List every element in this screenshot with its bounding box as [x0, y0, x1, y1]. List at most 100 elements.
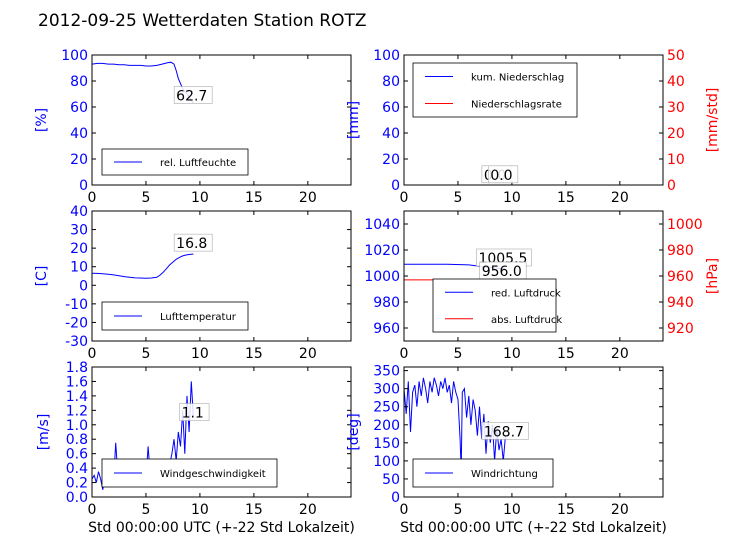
y-tick-label: 100 — [373, 48, 400, 64]
x-tick-label: 0 — [400, 346, 409, 362]
panel-precip: 0 5 10 15 20 0 20 40 60 80 100 0 10 20 30 40 50 [mm] [mm/s… — [346, 48, 721, 206]
y-tick-label: 0 — [79, 278, 88, 294]
y-tick-label: 40 — [70, 204, 88, 220]
y-tick-label: 250 — [373, 400, 400, 416]
y-tick-label: 20 — [70, 241, 88, 257]
x-tick-label: 0 — [400, 190, 409, 206]
y-tick-label: 960 — [373, 321, 400, 337]
plot-frame-humidity — [91, 54, 352, 186]
y-axis-label: [deg] — [346, 413, 362, 450]
data-label-box — [173, 233, 213, 252]
data-label-box — [173, 86, 213, 104]
y-tick-label: 1.4 — [66, 389, 88, 405]
y-tick-label: 80 — [382, 74, 400, 90]
x-tick-label: 5 — [141, 346, 150, 362]
y2-tick-label: 40 — [667, 74, 685, 90]
y2-axis-label: [hPa] — [705, 258, 721, 294]
legend-label: rel. Luftfeuchte — [160, 158, 236, 169]
panel-pressure: 0 5 10 15 20 960 980 1000 1020 1040 920 940 960 980 10… — [364, 210, 721, 362]
legend-winddir: Windrichtung — [412, 458, 554, 488]
y2-tick-label: 0 — [667, 178, 676, 194]
y-tick-label: 1020 — [364, 243, 400, 259]
y-axis-label: [C] — [34, 266, 50, 287]
plot-frame-temperature — [91, 210, 352, 342]
data-label-box — [179, 403, 210, 421]
data-label: 168.7 — [484, 424, 524, 440]
legend-label: red. Luftdruck — [491, 288, 561, 299]
x-tick-label: 10 — [191, 190, 209, 206]
y-tick-label: 100 — [373, 454, 400, 470]
x-tick-label: 10 — [191, 502, 209, 518]
y-tick-label: 30 — [70, 223, 88, 239]
y2-tick-label: 920 — [667, 321, 694, 337]
panel-humidity: 0 5 10 15 20 0 20 40 60 80 100 [%] 62.7 rel. Luftfeuc… — [34, 48, 352, 206]
y2-tick-label: 50 — [667, 48, 685, 64]
y2-tick-label: 10 — [667, 152, 685, 168]
y2-tick-label: 20 — [667, 126, 685, 142]
y2-tick-label: 980 — [667, 243, 694, 259]
y-tick-label: 60 — [70, 100, 88, 116]
y-tick-label: 300 — [373, 382, 400, 398]
y-tick-label: 60 — [382, 100, 400, 116]
y-tick-label: 0 — [391, 178, 400, 194]
x-tick-label: 5 — [141, 190, 150, 206]
plot-frame-winddir — [403, 366, 664, 498]
y-tick-label: 0.6 — [66, 447, 88, 463]
x-tick-label: 5 — [453, 190, 462, 206]
x-tick-label: 15 — [557, 346, 575, 362]
x-axis-label: Std 00:00:00 UTC (+-22 Std Lokalzeit) — [88, 520, 355, 536]
x-tick-label: 10 — [503, 502, 521, 518]
x-tick-label: 5 — [453, 346, 462, 362]
legend-label: Lufttemperatur — [160, 312, 237, 323]
x-tick-label: 20 — [611, 502, 629, 518]
legend-windspeed: Windgeschwindigkeit — [101, 458, 278, 488]
x-tick-label: 0 — [88, 346, 97, 362]
y-tick-label: 40 — [382, 126, 400, 142]
legend-precip: kum. Niederschlag Niederschlagsrate — [412, 62, 578, 118]
y-tick-label: 150 — [373, 436, 400, 452]
legend-label: Niederschlagsrate — [471, 100, 562, 111]
y-tick-label: 0 — [391, 490, 400, 506]
y-tick-label: 50 — [382, 472, 400, 488]
legend-humidity: rel. Luftfeuchte — [101, 148, 249, 176]
x-tick-label: 10 — [191, 346, 209, 362]
legend-label: Windrichtung — [471, 469, 538, 480]
legend-label: kum. Niederschlag — [471, 73, 564, 84]
y-tick-label: 980 — [373, 295, 400, 311]
data-label: 956.0 — [482, 264, 522, 280]
x-tick-label: 10 — [503, 346, 521, 362]
y2-tick-label: 30 — [667, 100, 685, 116]
y2-axis-label: [mm/std] — [705, 88, 721, 153]
data-label: 16.8 — [176, 236, 207, 252]
x-tick-label: 0 — [400, 502, 409, 518]
legend-pressure: red. Luftdruck abs. Luftdruck — [432, 278, 562, 333]
y-tick-label: 0.2 — [66, 476, 88, 492]
y2-tick-label: 960 — [667, 269, 694, 285]
y-axis-label: [m/s] — [36, 414, 52, 451]
y-tick-label: 10 — [70, 260, 88, 276]
series-line-winddir-0 — [404, 377, 506, 472]
x-tick-label: 10 — [503, 190, 521, 206]
x-tick-label: 20 — [299, 346, 317, 362]
legend-label: Windgeschwindigkeit — [160, 469, 266, 480]
y-tick-label: 20 — [70, 152, 88, 168]
chart-title: 2012-09-25 Wetterdaten Station ROTZ — [38, 11, 367, 31]
legend-temperature: Lufttemperatur — [101, 301, 249, 331]
y-tick-label: 1.0 — [66, 418, 88, 434]
data-label-box — [488, 165, 519, 184]
y-tick-label: 1040 — [364, 217, 400, 233]
plot-frame-precip — [403, 54, 664, 186]
x-axis-label: Std 00:00:00 UTC (+-22 Std Lokalzeit) — [400, 520, 667, 536]
x-tick-label: 15 — [245, 502, 263, 518]
y-tick-label: 0.8 — [66, 432, 88, 448]
y2-tick-label: 1000 — [667, 217, 703, 233]
x-tick-label: 15 — [557, 190, 575, 206]
y-tick-label: 1000 — [364, 269, 400, 285]
x-tick-label: 15 — [245, 346, 263, 362]
y-tick-label: 0 — [79, 178, 88, 194]
y-tick-label: 20 — [382, 152, 400, 168]
y-tick-label: 1.8 — [66, 360, 88, 376]
y-tick-label: 100 — [61, 48, 88, 64]
